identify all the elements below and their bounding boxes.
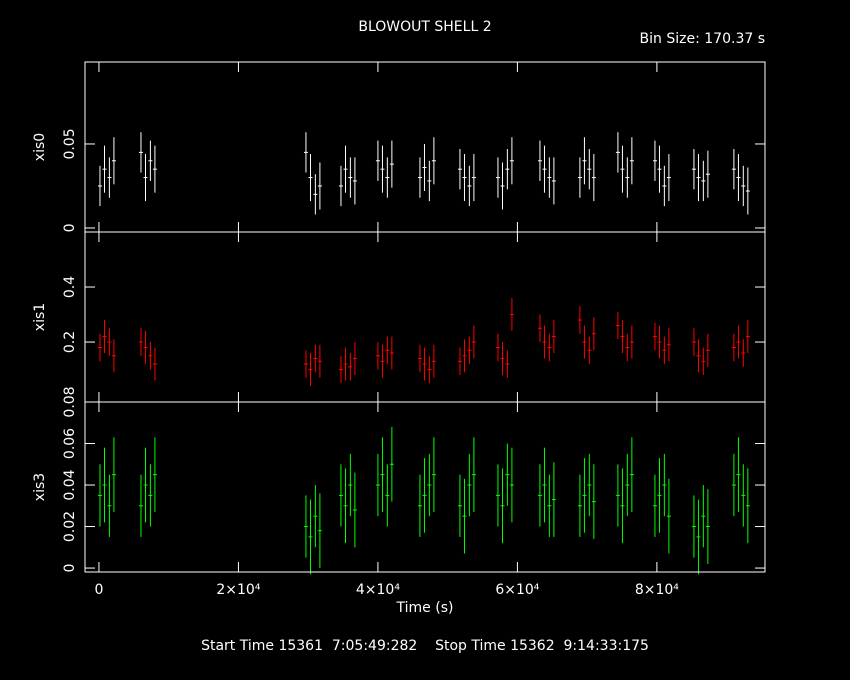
x-axis-label: Time (s) [396, 600, 454, 616]
y-tick-label: 0.06 [62, 428, 78, 459]
y-tick-label: 0.04 [62, 469, 78, 500]
x-tick-label: 0 [94, 582, 103, 598]
y-tick-label: 0.08 [62, 386, 78, 417]
x-tick-label: 6×10⁴ [495, 582, 539, 598]
panel-frame [84, 61, 766, 233]
x-tick-label: 4×10⁴ [356, 582, 400, 598]
y-tick-label: 0.2 [62, 331, 78, 353]
y-axis-label: xis0 [32, 133, 48, 161]
panel-frame [84, 401, 766, 573]
x-tick-label: 2×10⁴ [216, 582, 260, 598]
footer: Start Time 15361 7:05:49:282 Stop Time 1… [201, 638, 649, 654]
x-tick-label: 8×10⁴ [635, 582, 679, 598]
bin-size: Bin Size: 170.37 s [640, 31, 765, 47]
y-axis-label: xis1 [32, 303, 48, 331]
y-tick-label: 0.02 [62, 511, 78, 542]
y-tick-label: 0 [62, 564, 78, 573]
y-tick-label: 0.4 [62, 276, 78, 298]
y-tick-label: 0 [62, 224, 78, 233]
y-tick-label: 0.05 [62, 128, 78, 159]
y-axis-label: xis3 [32, 473, 48, 501]
panel-frame [84, 231, 766, 403]
chart-title: BLOWOUT SHELL 2 [358, 19, 491, 35]
